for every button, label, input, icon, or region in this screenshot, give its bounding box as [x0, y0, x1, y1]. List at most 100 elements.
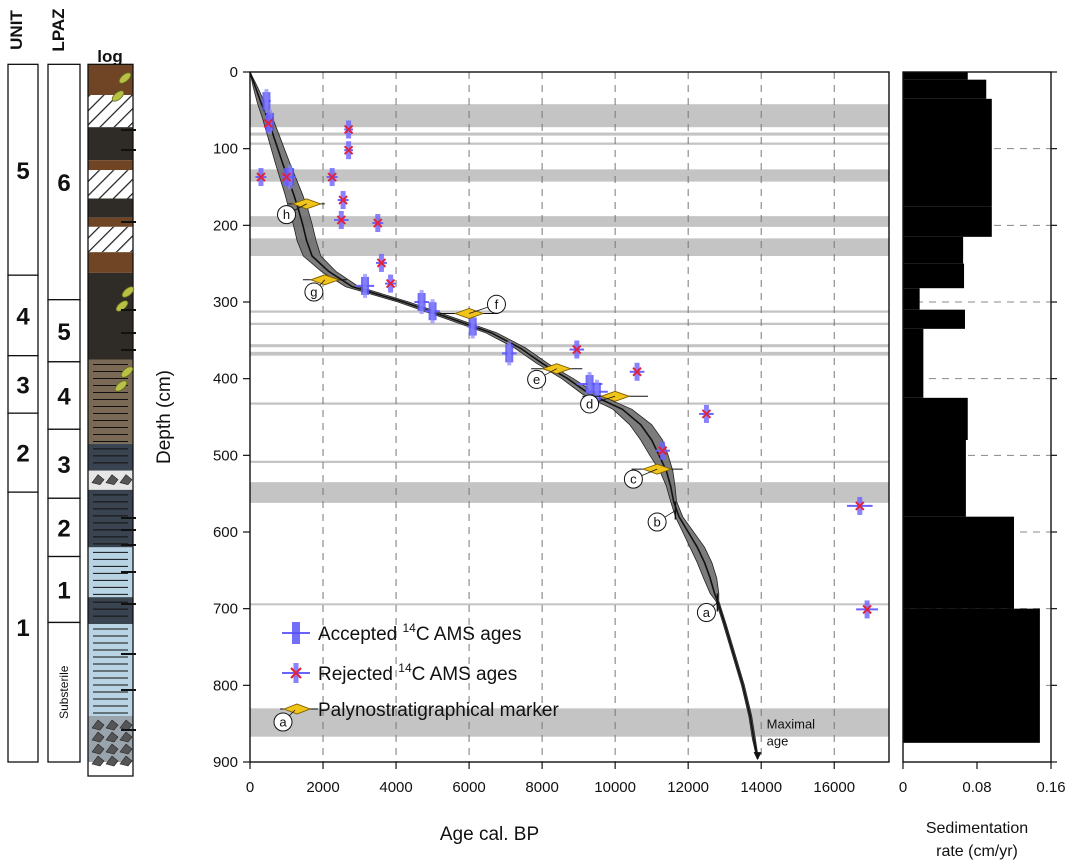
- accepted-age-marker-core: [587, 372, 592, 397]
- rate-bar: [903, 98, 992, 207]
- unit-label: 3: [16, 372, 29, 399]
- marker-letter: b: [654, 515, 661, 530]
- hiatus-bands: [250, 104, 889, 737]
- y-tick-label: 600: [213, 524, 238, 541]
- unit-box: [7, 63, 39, 276]
- rejected-age-cross-b: [256, 172, 266, 182]
- age-gridlines: [322, 72, 835, 762]
- rate-bar: [903, 236, 964, 264]
- log-clast: [105, 755, 119, 767]
- accepted-age-marker-core: [419, 290, 424, 314]
- rejected-age-cross-b: [862, 604, 872, 615]
- x-tick-label: 8000: [525, 779, 558, 796]
- lpaz-box: [47, 555, 81, 624]
- max-age-annotation: age: [767, 734, 789, 749]
- log-segment: [88, 160, 133, 171]
- hiatus-band: [250, 104, 889, 128]
- y-tick-label: 800: [213, 677, 238, 694]
- log-clast: [119, 474, 133, 486]
- rate-x-tick-label: 0: [899, 779, 907, 796]
- unit-header: UNIT: [7, 10, 26, 50]
- rejected-age-cross-b: [701, 409, 712, 419]
- log-segment: [88, 272, 133, 360]
- unit-label: 2: [16, 441, 29, 468]
- legend-rejected-cross-b: [290, 667, 302, 679]
- log-clast: [105, 731, 119, 743]
- x-tick-label: 16000: [813, 779, 855, 796]
- lpaz-label: Substerile: [57, 665, 71, 719]
- rate-bar: [903, 72, 968, 80]
- marker-letter: e: [533, 372, 540, 387]
- accepted-age-marker-core: [363, 273, 368, 298]
- log-clast: [91, 474, 105, 486]
- lpaz-label: 1: [57, 578, 70, 605]
- leaf-icon: [120, 366, 134, 378]
- y-tick-label: 700: [213, 601, 238, 618]
- marker-letter: g: [310, 285, 317, 300]
- lpaz-label: 4: [57, 384, 71, 411]
- unit-box: [7, 412, 39, 493]
- marker-letter: c: [630, 472, 637, 487]
- leaf-icon: [114, 380, 128, 392]
- marker-letter: h: [283, 207, 290, 222]
- hiatus-band: [250, 351, 889, 356]
- lpaz-box: [47, 621, 81, 763]
- unit-box: [7, 491, 39, 763]
- sedimentation-rate-chart: 0 0.08 0.16 Sedimentation rate (cm/yr): [899, 71, 1066, 860]
- rejected-age-cross-b: [376, 258, 387, 268]
- rate-bar: [903, 428, 968, 440]
- log-clast: [119, 743, 133, 755]
- lpaz-header: LPAZ: [49, 8, 68, 51]
- log-segment: [88, 624, 133, 716]
- rejected-age-cross-b: [281, 172, 292, 182]
- marker-letter: d: [586, 396, 593, 411]
- leaf-icon: [118, 72, 132, 84]
- hiatus-band: [250, 460, 889, 463]
- lpaz-box: [47, 497, 81, 558]
- hiatus-band: [250, 310, 889, 313]
- rate-bar: [903, 397, 968, 429]
- hiatus-band: [250, 216, 889, 227]
- legend-rejected-label: Rejected 14C AMS ages: [318, 661, 517, 685]
- accepted-age-marker-core: [507, 341, 512, 366]
- legend-accepted-label: Accepted 14C AMS ages: [318, 621, 521, 645]
- marker-badge: [623, 469, 643, 489]
- log-clast: [91, 719, 105, 731]
- accepted-age-marker-core: [470, 314, 475, 339]
- accepted-age-marker-core: [264, 89, 269, 114]
- x-tick-label: 4000: [379, 779, 412, 796]
- hiatus-band: [250, 727, 889, 737]
- rate-x-tick-label: 0.16: [1036, 779, 1065, 796]
- hiatus-band: [250, 132, 889, 136]
- max-age-annotation: Maximal: [767, 717, 816, 732]
- rate-bar: [903, 309, 965, 329]
- legend-marker-badge: [273, 712, 293, 732]
- y-tick-label: 500: [213, 447, 238, 464]
- x-tick-label: 0: [246, 779, 254, 796]
- max-age-arrowhead: [753, 752, 762, 761]
- marker-badge: [696, 603, 716, 622]
- log-clast: [105, 743, 119, 755]
- hiatus-band: [250, 344, 889, 348]
- rejected-age-cross-b: [327, 172, 337, 182]
- leaf-icon: [121, 286, 135, 298]
- rate-bar: [903, 288, 920, 310]
- unit-box: [7, 274, 39, 357]
- hiatus-band: [250, 238, 889, 256]
- chart-legend: a Accepted 14C AMS ages Rejected 14C AMS a…: [273, 621, 559, 732]
- y-tick-label: 900: [213, 754, 238, 771]
- hiatus-band: [250, 708, 889, 728]
- marker-badge: [580, 394, 600, 414]
- marker-letter: f: [495, 297, 499, 312]
- log-clast: [119, 731, 133, 743]
- rate-x-label-2: rate (cm/yr): [936, 843, 1018, 860]
- rate-bar: [903, 440, 966, 517]
- plot-frame: [249, 71, 890, 763]
- rejected-age-cross-b: [632, 367, 642, 377]
- log-segment: [88, 226, 133, 253]
- x-tick-label: 12000: [667, 779, 709, 796]
- marker-badge: [304, 282, 324, 302]
